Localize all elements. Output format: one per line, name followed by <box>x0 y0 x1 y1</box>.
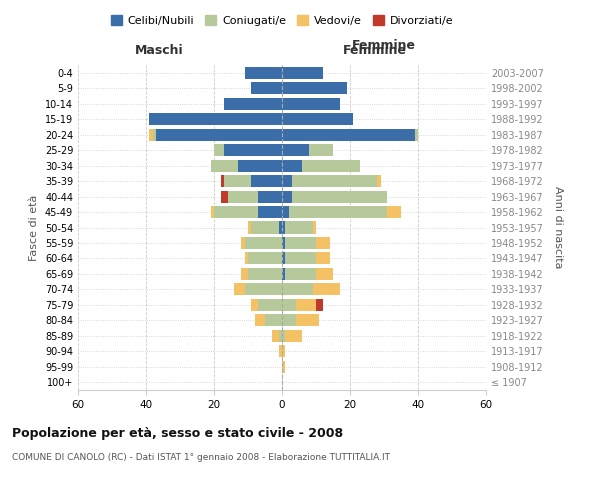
Bar <box>245 252 248 264</box>
Bar <box>241 237 245 249</box>
Bar <box>241 268 248 280</box>
Bar <box>282 268 286 280</box>
Bar <box>286 222 313 234</box>
Bar <box>251 175 282 187</box>
Bar <box>282 314 296 326</box>
Bar <box>282 299 296 311</box>
Bar <box>316 252 329 264</box>
Bar <box>282 237 286 249</box>
Bar <box>286 330 302 342</box>
Bar <box>248 268 282 280</box>
Bar <box>211 206 214 218</box>
Bar <box>282 222 286 234</box>
Bar <box>388 206 401 218</box>
Bar <box>251 299 258 311</box>
Bar <box>235 284 245 296</box>
Bar <box>258 206 282 218</box>
Bar <box>282 330 286 342</box>
Bar <box>377 175 380 187</box>
Bar <box>245 66 282 79</box>
Bar <box>313 222 316 234</box>
Bar <box>211 160 238 172</box>
Text: Maschi: Maschi <box>134 44 184 58</box>
Bar <box>282 361 286 373</box>
Bar <box>282 66 323 79</box>
Bar <box>292 190 388 202</box>
Bar <box>251 222 278 234</box>
Bar <box>286 268 316 280</box>
Text: Popolazione per età, sesso e stato civile - 2008: Popolazione per età, sesso e stato civil… <box>12 428 343 440</box>
Bar <box>289 206 388 218</box>
Bar <box>282 160 302 172</box>
Text: COMUNE DI CANOLO (RC) - Dati ISTAT 1° gennaio 2008 - Elaborazione TUTTITALIA.IT: COMUNE DI CANOLO (RC) - Dati ISTAT 1° ge… <box>12 452 390 462</box>
Bar <box>286 237 316 249</box>
Bar <box>282 128 415 140</box>
Bar <box>286 252 316 264</box>
Bar <box>224 144 282 156</box>
Bar <box>149 113 282 125</box>
Bar <box>214 206 258 218</box>
Bar <box>282 144 309 156</box>
Bar <box>302 160 360 172</box>
Bar <box>224 98 282 110</box>
Bar <box>272 330 278 342</box>
Bar <box>214 144 224 156</box>
Y-axis label: Anni di nascita: Anni di nascita <box>553 186 563 269</box>
Bar <box>149 128 153 140</box>
Bar <box>282 346 286 358</box>
Bar <box>153 128 156 140</box>
Bar <box>221 175 224 187</box>
Text: Femmine: Femmine <box>352 39 416 52</box>
Bar <box>255 314 265 326</box>
Bar <box>278 330 282 342</box>
Bar <box>282 284 313 296</box>
Y-axis label: Fasce di età: Fasce di età <box>29 194 39 260</box>
Bar <box>316 237 329 249</box>
Legend: Celibi/Nubili, Coniugati/e, Vedovi/e, Divorziati/e: Celibi/Nubili, Coniugati/e, Vedovi/e, Di… <box>106 10 458 30</box>
Bar <box>258 299 282 311</box>
Bar <box>248 222 251 234</box>
Bar <box>282 252 286 264</box>
Bar <box>251 82 282 94</box>
Text: Femmine: Femmine <box>343 44 407 58</box>
Bar <box>227 190 258 202</box>
Bar <box>316 299 323 311</box>
Bar <box>265 314 282 326</box>
Bar <box>248 252 282 264</box>
Bar <box>296 314 319 326</box>
Bar <box>258 190 282 202</box>
Bar <box>238 160 282 172</box>
Bar <box>245 237 282 249</box>
Bar <box>282 190 292 202</box>
Bar <box>282 206 289 218</box>
Bar <box>282 175 292 187</box>
Bar <box>415 128 418 140</box>
Bar <box>278 346 282 358</box>
Bar <box>292 175 377 187</box>
Bar <box>224 175 251 187</box>
Bar <box>309 144 333 156</box>
Bar <box>282 82 347 94</box>
Bar <box>278 222 282 234</box>
Bar <box>282 113 353 125</box>
Bar <box>221 190 227 202</box>
Bar <box>316 268 333 280</box>
Bar <box>296 299 316 311</box>
Bar <box>313 284 340 296</box>
Bar <box>156 128 282 140</box>
Bar <box>282 98 340 110</box>
Bar <box>245 284 282 296</box>
